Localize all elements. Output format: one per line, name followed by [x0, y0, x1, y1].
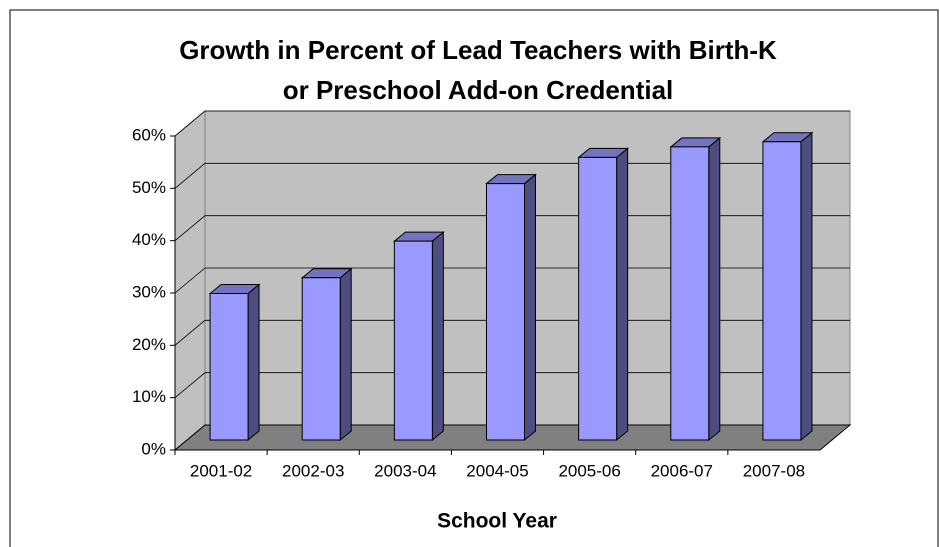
bar	[577, 147, 630, 442]
bar-front	[486, 183, 525, 441]
bar-front	[670, 146, 710, 441]
bar-side	[431, 231, 444, 442]
bar-side	[616, 147, 629, 442]
x-tick-label: 2006-07	[651, 461, 713, 480]
bar	[669, 136, 722, 442]
grid-line	[174, 424, 850, 451]
x-tick-label: 2001-02	[190, 461, 252, 480]
y-tick-label: 30%	[132, 282, 166, 301]
y-tick-label: 0%	[141, 439, 166, 458]
bar	[300, 267, 353, 442]
chart-title: Growth in Percent of Lead Teachers with …	[179, 35, 777, 65]
x-tick-label: 2002-03	[282, 461, 344, 480]
bar	[208, 283, 261, 442]
bar-side	[708, 136, 721, 442]
y-tick-label: 60%	[132, 125, 166, 144]
grid-line	[174, 319, 850, 346]
grid-line	[174, 215, 850, 241]
chart-title: or Preschool Add-on Credential	[283, 75, 674, 105]
x-tick-label: 2004-05	[466, 461, 528, 480]
bar-front	[393, 240, 433, 441]
x-axis-title: School Year	[437, 510, 557, 533]
y-tick-label: 20%	[132, 335, 166, 354]
y-tick-label: 50%	[132, 178, 166, 197]
grid-line	[174, 110, 850, 137]
grid-line	[174, 372, 850, 398]
bar	[761, 131, 814, 442]
bar	[392, 231, 445, 442]
grid-line	[174, 162, 850, 189]
bar-side	[339, 267, 352, 442]
bar-front	[209, 292, 249, 441]
bar	[485, 173, 537, 442]
y-tick-label: 10%	[132, 387, 166, 406]
bar-front	[578, 156, 618, 441]
chart-border	[9, 9, 939, 547]
x-tick-label: 2005-06	[558, 461, 620, 480]
bar-front	[301, 277, 341, 441]
bar-side	[524, 173, 536, 442]
y-tick-label: 40%	[132, 230, 166, 249]
grid-line	[174, 267, 850, 294]
bar-front	[762, 141, 802, 441]
bar-side	[800, 131, 813, 442]
x-tick-label: 2003-04	[374, 461, 436, 480]
x-tick-label: 2007-08	[743, 461, 805, 480]
bar-side	[247, 283, 260, 442]
